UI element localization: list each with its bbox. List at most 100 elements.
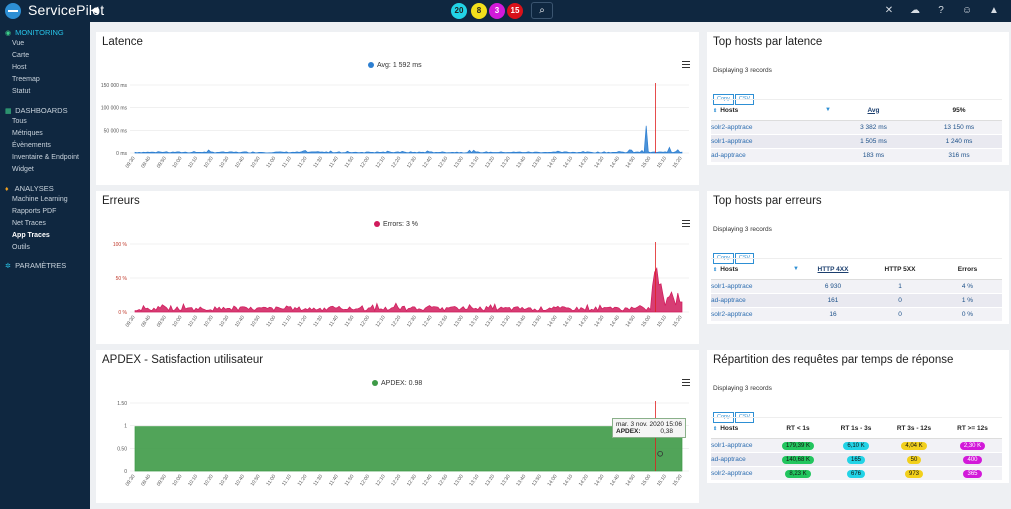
x-tick-label: 12:30 <box>406 315 418 329</box>
alert-badge-red[interactable]: 15 <box>507 3 523 19</box>
x-tick-label: 10:20 <box>203 474 215 488</box>
table-row[interactable]: solr1-apptrace 179,39 K 6,10 K 4,04 K 2,30 K <box>711 438 1002 453</box>
user-icon[interactable]: ▲ <box>989 5 999 16</box>
x-tick-label: 10:20 <box>203 156 215 170</box>
sidebar-section-parametres[interactable]: ✲ PARAMÈTRES <box>5 261 67 270</box>
column-header-errors[interactable]: Errors <box>933 258 1002 280</box>
table-row[interactable]: ad-apptrace 161 0 1 % <box>711 293 1002 308</box>
x-tick-label: 14:40 <box>609 474 621 488</box>
x-tick-label: 13:50 <box>531 474 543 488</box>
sidebar-section-dashboards[interactable]: ▦ DASHBOARDS <box>5 106 68 115</box>
x-tick-label: 10:10 <box>187 156 199 170</box>
table-row[interactable]: solr1-apptrace 6 930 1 4 % <box>711 279 1002 294</box>
x-tick-label: 14:30 <box>593 315 605 329</box>
dashboard-icon: ▦ <box>5 108 12 115</box>
latence-legend[interactable]: Avg: 1 592 ms <box>368 62 422 69</box>
sidebar-item-vue[interactable]: Vue <box>12 40 25 47</box>
alert-badge-cyan[interactable]: 20 <box>451 3 467 19</box>
cloud-icon[interactable]: ☁ <box>910 5 920 16</box>
column-header-http-5xx[interactable]: HTTP 5XX <box>867 258 933 280</box>
x-tick-label: 10:00 <box>171 156 183 170</box>
apdex-legend[interactable]: APDEX: 0.98 <box>372 380 422 387</box>
sidebar-section-analyses[interactable]: ♦ ANALYSES <box>5 184 54 193</box>
chart-menu-icon[interactable] <box>682 61 690 68</box>
column-header-rt-3-12s[interactable]: RT 3s - 12s <box>885 417 943 439</box>
servicepilot-logo-icon[interactable] <box>5 3 21 19</box>
sidebar-item-treemap[interactable]: Treemap <box>12 76 40 83</box>
x-tick-label: 15:00 <box>640 315 652 329</box>
table-row[interactable]: ad-apptrace 183 ms 316 ms <box>711 148 1002 163</box>
alert-badge-magenta[interactable]: 3 <box>489 3 505 19</box>
data-point <box>657 450 663 457</box>
column-header-rt-lt-1s[interactable]: RT < 1s <box>769 417 827 439</box>
sidebar-item-widget[interactable]: Widget <box>12 166 34 173</box>
x-tick-label: 10:30 <box>218 474 230 488</box>
x-tick-label: 13:10 <box>468 315 480 329</box>
column-header-hosts[interactable]: ⇕ Hosts <box>711 417 769 439</box>
x-tick-label: 14:10 <box>562 474 574 488</box>
sidebar-item-metriques[interactable]: Métriques <box>12 130 43 137</box>
sidebar-item-outils[interactable]: Outils <box>12 244 30 251</box>
sidebar-item-statut[interactable]: Statut <box>12 88 31 95</box>
x-tick-label: 12:10 <box>375 474 387 488</box>
table-row[interactable]: solr2-apptrace 16 0 0 % <box>711 307 1002 322</box>
x-tick-label: 12:00 <box>359 156 371 170</box>
x-tick-label: 14:40 <box>609 156 621 170</box>
chart-menu-icon[interactable] <box>682 379 690 386</box>
column-header-http-4xx[interactable]: HTTP 4XX <box>799 258 867 280</box>
app-title[interactable]: ServicePilot <box>28 2 105 18</box>
x-tick-label: 14:20 <box>578 315 590 329</box>
sidebar-item-carte[interactable]: Carte <box>12 52 30 59</box>
column-header-hosts[interactable]: ⇕ Hosts ▼ <box>711 99 831 121</box>
column-header-rt-1-3s[interactable]: RT 1s - 3s <box>827 417 885 439</box>
x-tick-label: 14:00 <box>547 474 559 488</box>
x-tick-label: 09:30 <box>125 315 137 329</box>
x-tick-label: 10:30 <box>218 315 230 329</box>
x-tick-label: 12:40 <box>421 315 433 329</box>
sidebar-item-inventaire[interactable]: Inventaire & Endpoint <box>12 154 79 161</box>
erreurs-legend[interactable]: Errors: 3 % <box>374 221 418 228</box>
help-icon[interactable]: ? <box>938 5 944 16</box>
x-tick-label: 14:00 <box>547 315 559 329</box>
sort-icon: ⇕ <box>713 266 718 273</box>
sidebar-item-rapports-pdf[interactable]: Rapports PDF <box>12 208 57 215</box>
table-row[interactable]: ad-apptrace 140,68 K 165 50 400 <box>711 452 1002 467</box>
y-tick-label: 150 000 ms <box>101 83 128 89</box>
top-hosts-erreurs-title: Top hosts par erreurs <box>713 195 822 207</box>
x-tick-label: 14:10 <box>562 315 574 329</box>
sidebar-collapse-icon[interactable]: ◀ <box>90 5 99 16</box>
sidebar-item-net-traces[interactable]: Net Traces <box>12 220 46 227</box>
chart-menu-icon[interactable] <box>682 220 690 227</box>
y-tick-label: 50 000 ms <box>104 128 128 134</box>
table-row[interactable]: solr2-apptrace 8,23 K 676 973 365 <box>711 466 1002 481</box>
y-tick-label: 100 000 ms <box>101 106 128 112</box>
alert-badge-yellow[interactable]: 8 <box>471 3 487 19</box>
table-row[interactable]: solr2-apptrace 3 382 ms 13 150 ms <box>711 120 1002 135</box>
x-tick-label: 09:50 <box>156 315 168 329</box>
sidebar-item-host[interactable]: Host <box>12 64 27 71</box>
x-tick-label: 13:30 <box>500 474 512 488</box>
x-tick-label: 10:00 <box>171 474 183 488</box>
column-header-hosts[interactable]: ⇕ Hosts ▼ <box>711 258 799 280</box>
sidebar-section-monitoring[interactable]: ◉ MONITORING <box>5 28 64 37</box>
column-header-rt-gte-12s[interactable]: RT >= 12s <box>943 417 1002 439</box>
x-tick-label: 13:50 <box>531 315 543 329</box>
sidebar-item-machine-learning[interactable]: Machine Learning <box>12 196 68 203</box>
search-icon[interactable]: ⌕ <box>531 2 553 19</box>
latence-table: ⇕ Hosts ▼ Avg 95% solr2-apptrace 3 382 ms 13… <box>711 99 1002 163</box>
table-row[interactable]: solr1-apptrace 1 505 ms 1 240 ms <box>711 134 1002 149</box>
x-tick-label: 13:00 <box>453 474 465 488</box>
x-tick-label: 15:10 <box>656 315 668 329</box>
sidebar-item-evenements[interactable]: Évènements <box>12 142 51 149</box>
column-header-95[interactable]: 95% <box>916 99 1002 121</box>
sidebar-item-tous[interactable]: Tous <box>12 118 27 125</box>
sidebar-item-app-traces[interactable]: App Traces <box>12 232 50 239</box>
fullscreen-icon[interactable]: ✕ <box>884 5 894 16</box>
x-tick-label: 10:00 <box>171 315 183 329</box>
gears-icon: ✲ <box>5 263 11 270</box>
column-header-avg[interactable]: Avg <box>831 99 916 121</box>
x-tick-label: 12:50 <box>437 156 449 170</box>
records-count: Displaying 3 records <box>713 67 772 74</box>
tooltip-date: mar. 3 nov. 2020 15:06 <box>616 421 683 428</box>
smiley-icon[interactable]: ☺ <box>961 5 973 16</box>
